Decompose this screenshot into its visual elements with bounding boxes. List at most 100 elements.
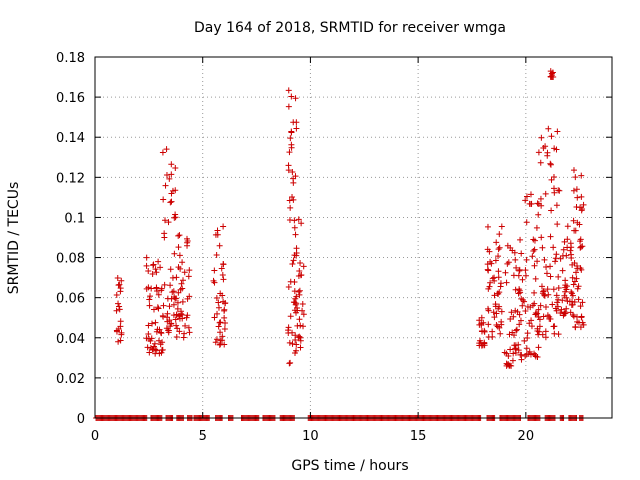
- data-point: [173, 333, 180, 340]
- data-point: [299, 300, 306, 307]
- data-point: [170, 301, 177, 308]
- data-point: [172, 316, 179, 323]
- data-point: [178, 280, 185, 287]
- data-point: [160, 196, 167, 203]
- data-point: [287, 359, 294, 366]
- data-point: [538, 134, 545, 141]
- data-point: [548, 70, 555, 77]
- data-point: [214, 310, 221, 317]
- data-point: [168, 161, 175, 168]
- data-point: [512, 349, 519, 356]
- y-tick-label: 0.08: [56, 252, 85, 267]
- grid-lines: [95, 57, 612, 418]
- data-point: [173, 295, 180, 302]
- data-point: [296, 333, 303, 340]
- data-point: [173, 311, 180, 318]
- data-point: [291, 288, 298, 295]
- data-point: [147, 293, 154, 300]
- data-point: [290, 179, 297, 186]
- data-point: [484, 266, 491, 273]
- data-point: [560, 246, 567, 253]
- data-point: [151, 306, 157, 313]
- data-point: [296, 287, 303, 294]
- data-point: [523, 219, 530, 226]
- data-point: [579, 243, 586, 250]
- data-point: [289, 260, 296, 267]
- data-point: [285, 284, 292, 291]
- data-point: [575, 296, 582, 303]
- data-point: [578, 172, 585, 179]
- data-point: [168, 190, 175, 197]
- data-point: [531, 300, 538, 307]
- data-point: [530, 236, 537, 243]
- data-point: [574, 318, 581, 325]
- data-point: [501, 349, 508, 356]
- data-point: [570, 187, 577, 194]
- data-point: [577, 303, 584, 310]
- data-point: [288, 144, 295, 151]
- data-point: [557, 255, 564, 262]
- data-point: [493, 239, 500, 246]
- data-point: [183, 314, 190, 321]
- data-point: [539, 331, 546, 338]
- x-tick-label: 15: [410, 429, 427, 444]
- data-point: [531, 350, 538, 357]
- data-point: [173, 322, 180, 329]
- data-point: [285, 167, 292, 174]
- data-point: [286, 339, 293, 346]
- data-point: [162, 182, 169, 189]
- data-point: [546, 313, 553, 320]
- data-point: [217, 329, 224, 336]
- data-point: [178, 308, 185, 315]
- data-point: [480, 319, 487, 326]
- data-point: [176, 232, 183, 239]
- data-point: [535, 306, 542, 313]
- data-point: [510, 350, 517, 357]
- data-point: [155, 291, 162, 298]
- data-point: [174, 305, 181, 312]
- data-point: [570, 313, 577, 320]
- data-point: [562, 288, 569, 295]
- data-point: [498, 223, 505, 230]
- data-point: [211, 314, 218, 321]
- data-point: [114, 275, 121, 282]
- data-point: [521, 337, 528, 344]
- data-point: [186, 329, 193, 336]
- data-point: [534, 354, 541, 361]
- x-axis-label: GPS time / hours: [291, 458, 408, 474]
- data-point: [534, 310, 541, 317]
- data-point: [532, 275, 539, 282]
- data-point: [147, 344, 154, 351]
- data-point: [534, 258, 541, 265]
- data-point: [144, 344, 151, 351]
- data-point: [286, 149, 293, 156]
- data-point: [117, 288, 124, 295]
- data-point: [295, 216, 302, 223]
- data-point: [181, 269, 188, 276]
- data-point: [116, 303, 123, 310]
- data-point: [289, 168, 296, 175]
- data-point: [158, 347, 165, 354]
- data-point: [549, 69, 556, 76]
- data-point: [167, 323, 174, 330]
- data-point: [531, 246, 538, 253]
- data-point: [167, 266, 174, 273]
- data-point: [528, 323, 535, 330]
- data-point: [568, 254, 575, 261]
- data-point: [542, 334, 549, 341]
- data-point: [184, 242, 191, 249]
- data-point: [291, 224, 298, 231]
- data-point: [155, 258, 162, 265]
- data-point: [222, 320, 229, 327]
- data-point: [578, 207, 585, 214]
- data-point: [548, 207, 555, 214]
- data-point: [537, 195, 544, 202]
- data-point: [513, 326, 520, 333]
- y-tick-label: 0.14: [56, 131, 85, 146]
- data-point: [166, 303, 173, 310]
- data-point: [165, 219, 172, 226]
- data-point: [506, 331, 513, 338]
- data-point: [143, 254, 150, 261]
- data-point: [486, 283, 493, 290]
- data-point: [179, 298, 186, 305]
